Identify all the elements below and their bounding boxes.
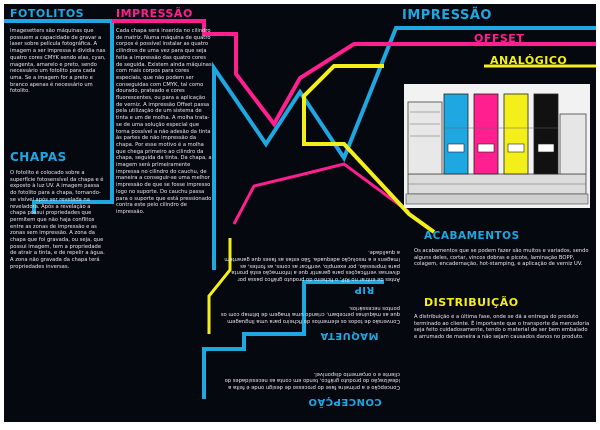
cyan-stripe-m (212, 26, 596, 270)
poster: FOTOLITOS Imagesetters são máquinas que … (4, 4, 596, 422)
impressao-text: Cada chapa será inserida no cilindro de … (116, 28, 212, 215)
fotolitos-text: Imagesetters são máquinas que possuem a … (10, 28, 106, 95)
distribuicao-text: A distribuição é a última fase, onde se … (414, 314, 590, 341)
maquete-heading: MAQUETA (320, 330, 379, 341)
concepcao-heading: CONCEPÇÃO (308, 396, 382, 407)
magenta-stripe-2 (232, 162, 410, 225)
acabamentos-heading: ACABAMENTOS (424, 230, 520, 242)
distribuicao-heading: DISTRIBUIÇÃO (424, 296, 519, 309)
offset-heading: OFFSET (474, 32, 525, 45)
impressao-heading: IMPRESSÃO (116, 7, 193, 20)
inverted-text-concepcao: Concepção é a primeira fase do processo … (224, 370, 400, 390)
inverted-text-rip: Conversão de todos os elementos do fiche… (220, 304, 400, 324)
fotolitos-heading: FOTOLITOS (10, 7, 85, 20)
impressao-top-heading: IMPRESSÃO (402, 8, 492, 23)
offset-press-illustration (404, 84, 590, 208)
acabamentos-text: Os acabamentos que se podem fazer são mu… (414, 248, 589, 268)
stripe-lines (4, 19, 596, 399)
chapas-text: O fotolito é colocado sobre a superfície… (10, 170, 105, 270)
cyan-stripe-left (4, 19, 114, 214)
analogico-heading: ANALÓGICO (490, 54, 568, 67)
yellow-stripe-2 (207, 238, 232, 334)
inverted-text-upper: Antes de entrar no RIP, o ficheiro do pr… (224, 249, 400, 282)
magenta-stripe (112, 19, 596, 128)
cyan-stripe-bottom (202, 280, 384, 399)
chapas-heading: CHAPAS (10, 150, 67, 164)
yellow-stripe (302, 64, 436, 234)
